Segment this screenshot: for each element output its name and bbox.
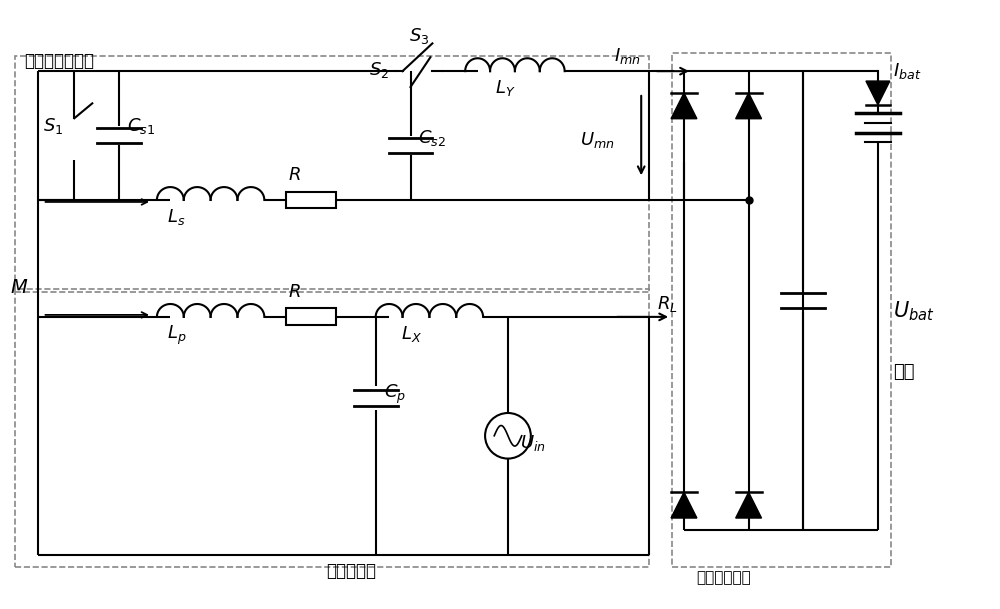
Text: 次级側开关电路: 次级側开关电路 bbox=[25, 52, 95, 70]
Polygon shape bbox=[671, 492, 697, 518]
Text: $C_p$: $C_p$ bbox=[384, 383, 406, 406]
Bar bbox=[286, 309, 336, 325]
Text: $R$: $R$ bbox=[288, 166, 301, 184]
Text: $C_{s1}$: $C_{s1}$ bbox=[127, 116, 155, 136]
Polygon shape bbox=[736, 492, 762, 518]
Text: $U_{in}$: $U_{in}$ bbox=[520, 432, 546, 452]
Text: $I_{bat}$: $I_{bat}$ bbox=[893, 61, 921, 81]
Text: $M$: $M$ bbox=[10, 278, 28, 297]
Text: $L_Y$: $L_Y$ bbox=[495, 78, 516, 98]
Polygon shape bbox=[736, 93, 762, 119]
Text: $C_{s2}$: $C_{s2}$ bbox=[418, 128, 446, 149]
Text: $L_s$: $L_s$ bbox=[167, 207, 185, 227]
Bar bbox=[286, 192, 336, 208]
Text: $I_{mn}$: $I_{mn}$ bbox=[614, 46, 641, 66]
Text: $S_3$: $S_3$ bbox=[409, 26, 429, 46]
Polygon shape bbox=[866, 81, 890, 105]
Text: $S_2$: $S_2$ bbox=[369, 60, 389, 80]
Text: $R$: $R$ bbox=[288, 283, 301, 301]
Text: 电池: 电池 bbox=[893, 363, 914, 381]
Text: $U_{bat}$: $U_{bat}$ bbox=[893, 300, 935, 323]
Text: 初级側电路: 初级側电路 bbox=[326, 563, 376, 580]
Text: $L_X$: $L_X$ bbox=[401, 324, 421, 343]
Text: $L_p$: $L_p$ bbox=[167, 323, 186, 347]
Text: $S_1$: $S_1$ bbox=[43, 116, 63, 136]
Polygon shape bbox=[671, 93, 697, 119]
Text: $U_{mn}$: $U_{mn}$ bbox=[580, 130, 614, 150]
Text: 整流稳压电路: 整流稳压电路 bbox=[696, 571, 751, 585]
Text: $R_L$: $R_L$ bbox=[657, 294, 678, 314]
